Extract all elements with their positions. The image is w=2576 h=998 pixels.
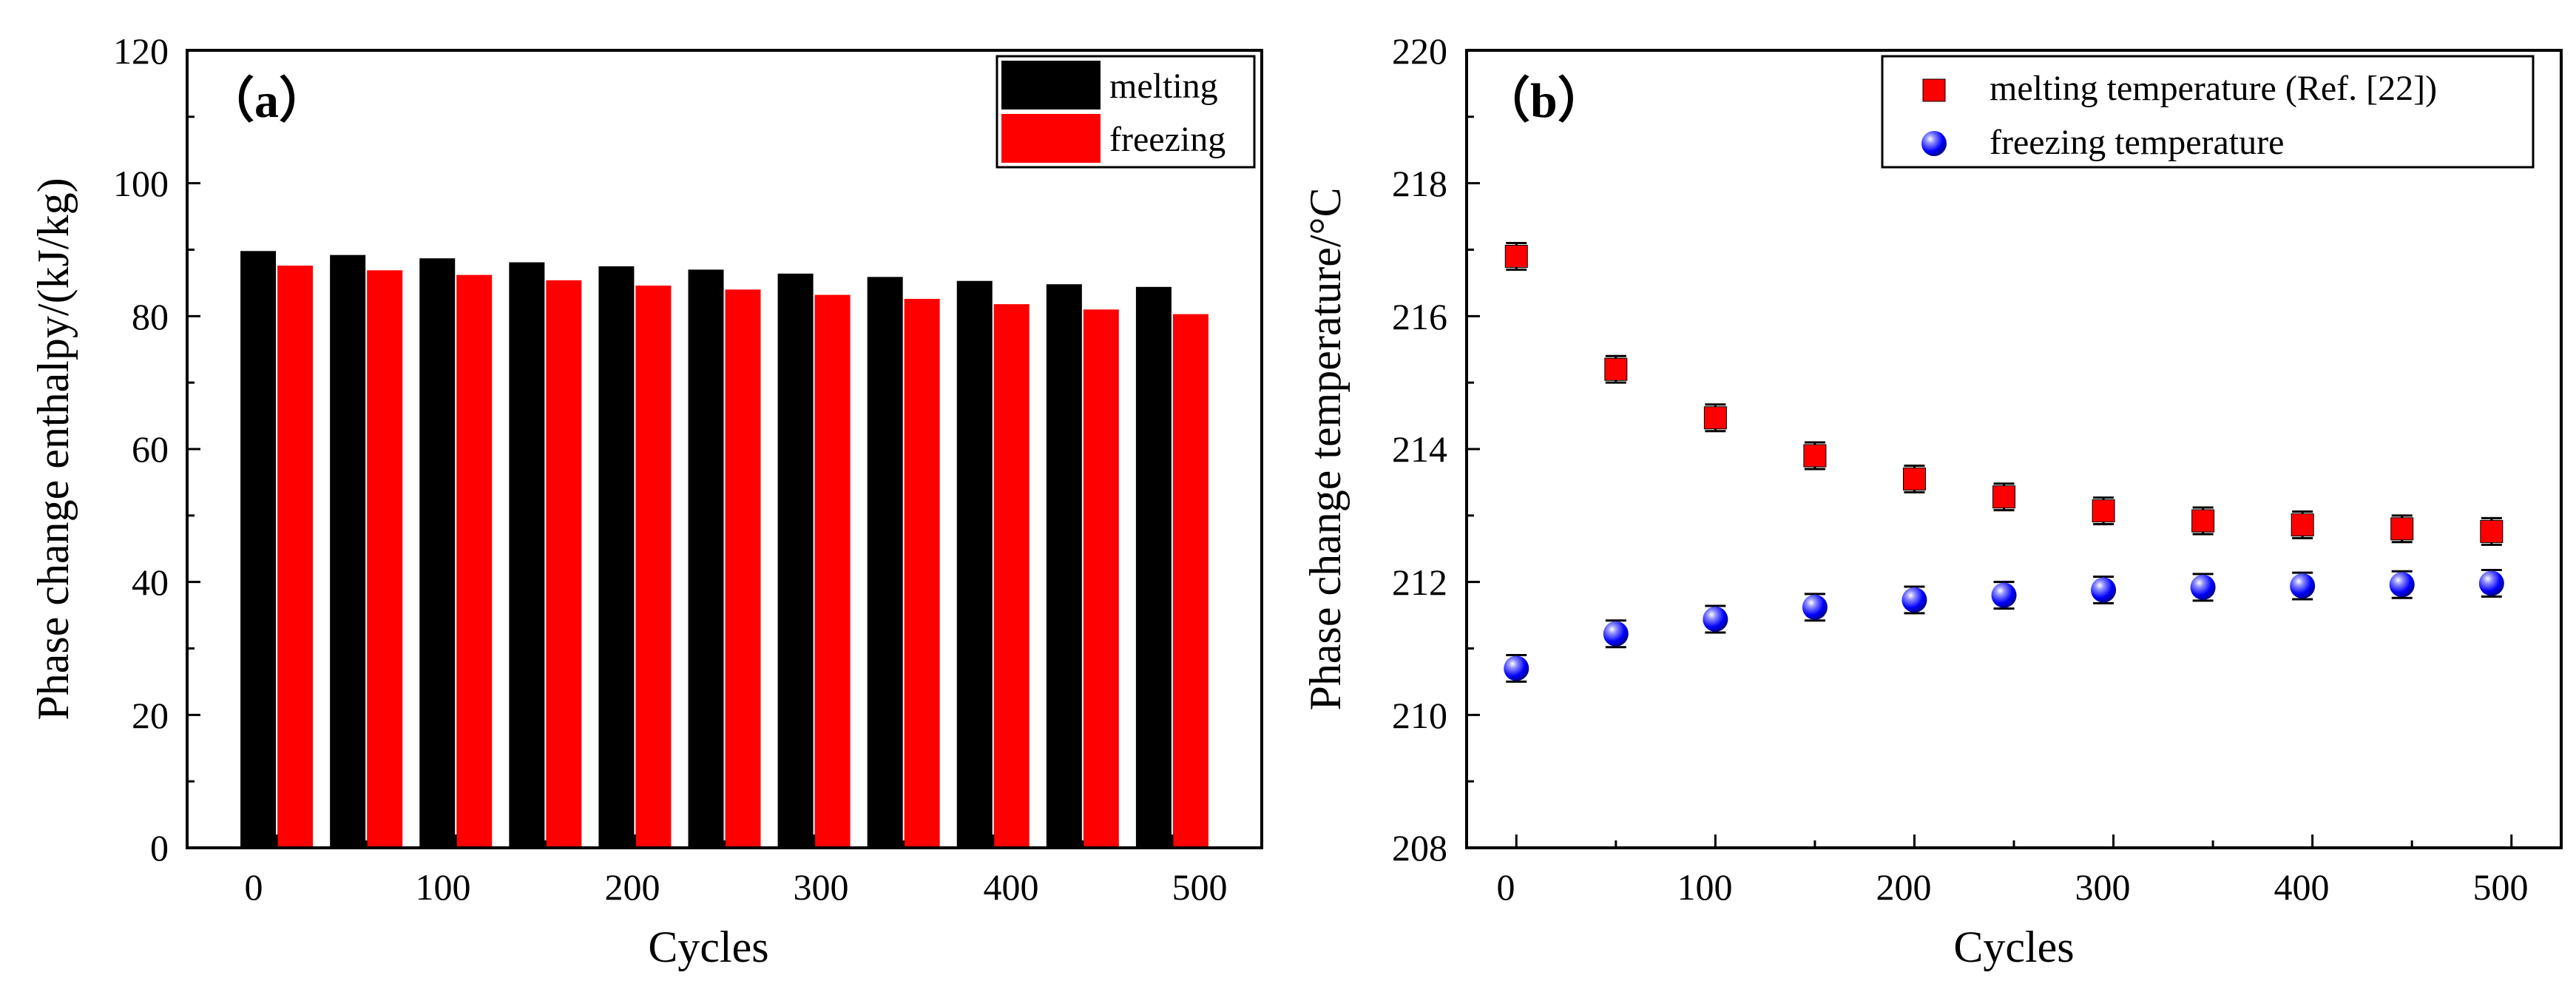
y-tick-label: 0 — [150, 827, 169, 869]
bar-freezing — [277, 266, 314, 848]
point-freezing — [1901, 587, 1927, 613]
y-tick-label: 216 — [1392, 296, 1447, 337]
panel-a-legend: melting freezing — [995, 55, 1256, 169]
y-tick-label: 218 — [1392, 163, 1447, 204]
bar-freezing — [993, 304, 1030, 848]
panel-b-label: （b） — [1481, 73, 1606, 128]
point-melting — [2092, 499, 2115, 523]
point-melting — [2191, 509, 2215, 533]
bar-melting — [419, 258, 456, 848]
bar-freezing — [904, 298, 940, 848]
point-melting — [1604, 357, 1628, 381]
x-tick-label: 500 — [1172, 866, 1228, 908]
x-tick-label: 300 — [794, 866, 849, 908]
bar-melting — [598, 266, 635, 848]
bar-melting — [688, 269, 724, 848]
y-tick-label: 220 — [1392, 30, 1447, 72]
y-tick-label: 100 — [113, 163, 169, 204]
point-melting — [1902, 467, 1926, 490]
point-melting — [1504, 244, 1528, 268]
y-tick-label: 120 — [113, 30, 169, 72]
bar-freezing — [725, 289, 761, 848]
y-tick-label: 208 — [1392, 827, 1447, 869]
x-tick-label: 400 — [984, 866, 1039, 908]
legend-label-freezing: freezing temperature — [1990, 123, 2284, 162]
point-melting — [1703, 406, 1727, 430]
x-tick-label: 100 — [416, 866, 471, 908]
point-freezing — [2290, 573, 2316, 599]
panel-b-ticks — [1467, 49, 2513, 849]
bar-melting — [1135, 286, 1172, 849]
bar-melting — [867, 277, 903, 848]
legend-frame — [1881, 55, 2535, 169]
bar-melting — [330, 254, 366, 849]
legend-swatch-melting — [1001, 61, 1101, 109]
bar-melting — [1046, 284, 1082, 848]
point-freezing — [1802, 594, 1828, 620]
point-freezing — [2091, 577, 2117, 603]
y-tick-label: 80 — [132, 296, 169, 337]
x-tick-label: 500 — [2473, 866, 2529, 908]
legend-label-melting: melting — [1109, 67, 1218, 106]
bar-freezing — [635, 286, 672, 848]
x-tick-label: 400 — [2274, 866, 2330, 908]
y-tick-label: 20 — [132, 695, 169, 736]
point-freezing — [1991, 582, 2017, 608]
point-freezing — [1703, 606, 1728, 632]
bar-melting — [240, 251, 277, 849]
panel-a-plot — [240, 251, 1208, 849]
panel-b: 0 100 200 300 400 500 208 210 212 214 21… — [1301, 30, 2563, 971]
y-tick-label: 40 — [132, 562, 169, 603]
x-tick-label: 100 — [1677, 866, 1733, 908]
legend-swatch-freezing — [1001, 114, 1101, 163]
bar-freezing — [367, 270, 403, 848]
legend-marker-freezing — [1921, 131, 1947, 156]
x-tick-label: 200 — [1876, 866, 1932, 908]
legend-marker-melting — [1922, 78, 1946, 102]
panel-b-legend: melting temperature (Ref. [22]) freezing… — [1881, 55, 2535, 169]
panel-b-x-axis-title: Cycles — [1953, 923, 2074, 971]
bar-freezing — [1172, 314, 1208, 849]
point-freezing — [2389, 572, 2415, 598]
point-melting — [1803, 444, 1827, 468]
bar-freezing — [814, 294, 851, 848]
y-tick-label: 60 — [132, 428, 169, 470]
panel-b-frame — [1465, 49, 2563, 849]
y-tick-label: 210 — [1392, 695, 1447, 736]
point-freezing — [2478, 570, 2504, 596]
legend-label-freezing: freezing — [1109, 120, 1226, 159]
point-freezing — [2190, 574, 2216, 600]
panel-a-y-axis-title: Phase change enthalpy/(kJ/kg) — [29, 178, 78, 720]
bar-freezing — [456, 274, 493, 848]
x-tick-label: 200 — [605, 866, 660, 908]
panel-b-y-tick-labels: 208 210 212 214 216 218 220 — [1392, 30, 1447, 869]
panel-a-x-tick-labels: 0 100 200 300 400 500 — [245, 866, 1228, 908]
panel-a-ticks — [187, 49, 1174, 849]
bar-melting — [777, 273, 814, 849]
point-melting — [2390, 517, 2414, 541]
bar-melting — [509, 262, 545, 848]
y-tick-label: 212 — [1392, 562, 1447, 603]
y-tick-label: 214 — [1392, 428, 1447, 470]
point-freezing — [1504, 655, 1529, 681]
bar-freezing — [1083, 309, 1119, 849]
panel-a-y-tick-labels: 0 20 40 60 80 100 120 — [113, 30, 169, 869]
x-tick-label: 0 — [245, 866, 263, 908]
panel-b-x-tick-labels: 0 100 200 300 400 500 — [1497, 866, 2529, 908]
panel-a: 0 100 200 300 400 500 0 20 40 60 80 100 … — [29, 30, 1263, 971]
bar-melting — [956, 280, 993, 848]
point-melting — [2291, 513, 2314, 536]
point-melting — [2480, 519, 2504, 543]
panel-b-plot — [1504, 242, 2504, 683]
x-tick-label: 0 — [1497, 866, 1515, 908]
x-tick-label: 300 — [2075, 866, 2131, 908]
panel-a-x-axis-title: Cycles — [648, 923, 768, 971]
panel-b-y-axis-title: Phase change temperature/°C — [1301, 187, 1350, 710]
point-melting — [1992, 485, 2016, 509]
legend-label-melting: melting temperature (Ref. [22]) — [1990, 69, 2437, 108]
point-freezing — [1603, 621, 1629, 647]
panel-a-label: （a） — [206, 73, 328, 128]
bar-freezing — [546, 280, 582, 848]
